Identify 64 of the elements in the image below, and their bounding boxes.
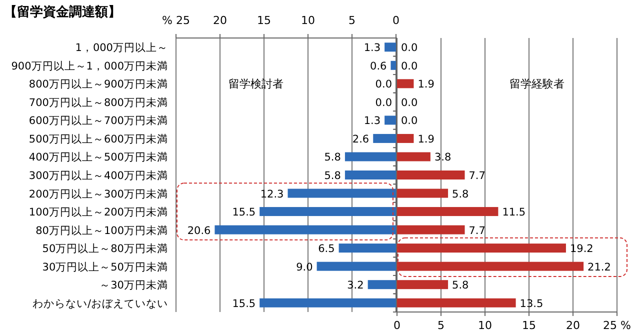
data-label: 5.8 (324, 170, 341, 182)
x-tick-label: 0 (392, 14, 400, 27)
data-label: 7.7 (468, 224, 486, 237)
y-tick-label: ～30万円未満 (100, 278, 168, 292)
y-tick-label: 600万円以上～700万円未満 (28, 114, 168, 128)
y-tick-label: 700万円以上～800万円未満 (28, 96, 168, 109)
data-label: 1.3 (364, 42, 381, 54)
data-label: 1.9 (418, 133, 434, 146)
y-tick-label: 400万円以上～500万円未満 (28, 150, 168, 164)
data-label: 5.8 (452, 280, 469, 292)
x-tick-label: 15 (257, 14, 271, 27)
x-tick-label: 0 (394, 319, 400, 332)
data-label: 20.6 (187, 224, 212, 237)
data-label: 3.2 (347, 280, 364, 292)
x-tick-label: 15 (522, 319, 536, 332)
data-label: 5.8 (324, 152, 341, 164)
x-tick-label: 25 % (603, 319, 631, 332)
data-label: 0.0 (401, 115, 418, 128)
x-tick-label: % 25 (162, 14, 190, 27)
data-label: 1.3 (364, 115, 381, 128)
data-label: 15.5 (232, 298, 256, 310)
data-label: 13.5 (520, 298, 544, 310)
data-label: 0.0 (375, 78, 392, 91)
bar (397, 79, 414, 88)
x-tick-label: 5 (348, 14, 356, 27)
data-label: 12.3 (260, 188, 284, 200)
bar (384, 42, 396, 52)
text: 留学経験者 (510, 78, 564, 91)
y-tick-label: 30万円以上～50万円未満 (42, 260, 168, 274)
data-label: 15.5 (232, 206, 256, 219)
y-tick-label: 300万円以上～400万円未満 (28, 169, 168, 182)
data-label: 7.7 (468, 170, 486, 182)
text: 【留学資金調達額】 (4, 4, 121, 20)
text: 留学検討者 (228, 78, 284, 91)
data-label: 19.2 (570, 243, 594, 256)
y-tick-label: 500万円以上～600万円未満 (28, 132, 168, 146)
data-label: 11.5 (502, 206, 526, 219)
y-tick-label: わからない/おぼえていない (32, 298, 168, 310)
y-tick-label: 900万円以上～1，000万円未満 (11, 59, 168, 72)
y-tick-label: 200万円以上～300万円未満 (28, 187, 168, 200)
x-tick-label: 10 (301, 14, 315, 27)
data-label: 0.0 (375, 96, 392, 109)
data-label: 3.8 (434, 152, 452, 164)
data-label: 1.9 (418, 78, 434, 91)
y-tick-label: 1，000万円以上～ (75, 41, 168, 54)
data-label: 5.8 (452, 188, 469, 200)
y-tick-label: 100万円以上～200万円未満 (28, 206, 168, 219)
x-tick-label: 10 (478, 319, 492, 332)
data-label: 2.6 (352, 133, 370, 146)
data-label: 21.2 (588, 261, 611, 274)
data-label: 0.6 (370, 60, 388, 72)
bar (390, 60, 396, 70)
bar (384, 116, 396, 125)
y-tick-label: 800万円以上～900万円未満 (28, 78, 168, 91)
data-label: 6.5 (318, 243, 335, 256)
data-label: 9.0 (296, 261, 313, 274)
data-label: 0.0 (401, 96, 418, 109)
x-tick-label: 20 (213, 14, 227, 27)
x-tick-label: 20 (566, 319, 580, 332)
y-tick-label: 80万円以上～100万円未満 (36, 224, 168, 237)
x-tick-label: 5 (438, 319, 444, 332)
data-label: 0.0 (401, 42, 418, 54)
y-tick-label: 50万円以上～80万円未満 (42, 242, 168, 256)
data-label: 0.0 (401, 60, 418, 72)
